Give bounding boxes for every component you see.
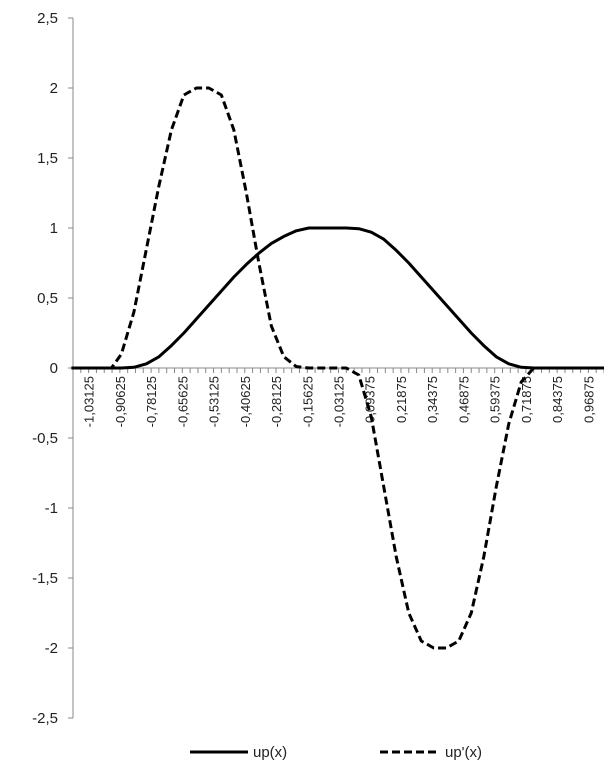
x-tick-label: -1,03125 (82, 376, 97, 427)
y-tick-label: -2 (45, 640, 58, 657)
x-tick-label: -0,28125 (269, 376, 284, 427)
x-tick-label: -0,40625 (238, 376, 253, 427)
legend-label: up(x) (253, 744, 287, 761)
y-tick-label: 2 (50, 80, 58, 97)
x-tick-label: 0,09375 (363, 376, 378, 423)
y-axis: 2,5 2 1,5 1 0,5 0 -0,5 -1 -1,5 -2 -2,5 (32, 10, 74, 727)
y-tick-label: 1 (50, 220, 58, 237)
y-tick-label: -2,5 (32, 710, 58, 727)
series-lines (71, 86, 604, 650)
y-tick-label: -0,5 (32, 430, 58, 447)
series-line-up (71, 226, 604, 370)
x-tick-label: 0,34375 (425, 376, 440, 423)
x-tick-label: -0,53125 (207, 376, 222, 427)
legend: up(x) up'(x) (190, 744, 482, 761)
x-tick-label: 0,46875 (456, 376, 471, 423)
x-tick-label: -0,15625 (300, 376, 315, 427)
y-tick-label: -1 (45, 500, 58, 517)
y-tick-label: 0 (50, 360, 58, 377)
x-tick-label: -0,78125 (144, 376, 159, 427)
x-tick-label: 0,21875 (394, 376, 409, 423)
x-tick-label: 0,59375 (488, 376, 503, 423)
x-tick-label: -0,65625 (175, 376, 190, 427)
y-tick-label: 0,5 (37, 290, 58, 307)
series-line-up-prime (71, 86, 604, 650)
x-axis: -1,03125 -0,90625 -0,78125 -0,65625 -0,53125… (72, 367, 604, 427)
x-tick-label: -0,90625 (113, 376, 128, 427)
y-tick-label: 1,5 (37, 150, 58, 167)
x-tick-label: 0,96875 (581, 376, 596, 423)
x-tick-label: 0,84375 (550, 376, 565, 423)
legend-label: up'(x) (445, 744, 482, 761)
x-tick-label: 0,71875 (519, 376, 534, 423)
x-tick-label: -0,03125 (332, 376, 347, 427)
y-tick-label: -1,5 (32, 570, 58, 587)
y-tick-label: 2,5 (37, 10, 58, 27)
